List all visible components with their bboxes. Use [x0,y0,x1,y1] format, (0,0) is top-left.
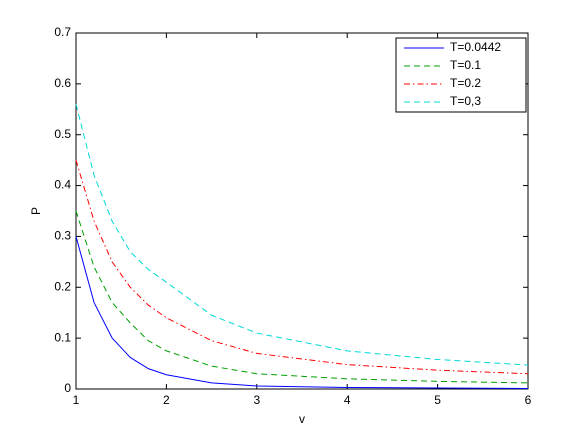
legend-label: T=0.1 [450,58,481,72]
x-tick-label: 6 [525,393,532,407]
y-tick-label: 0.1 [54,330,71,344]
legend-label: T=0,3 [450,94,481,108]
y-tick-label: 0.6 [54,76,71,90]
y-tick-label: 0.4 [54,178,71,192]
legend-label: T=0.2 [450,76,481,90]
line-series [75,104,529,366]
y-tick-label: 0.2 [54,279,71,293]
legend-box [395,37,527,113]
line-series [75,210,529,384]
x-tick-label: 2 [163,393,170,407]
x-tick-label: 5 [434,393,441,407]
line-series [75,236,529,389]
y-tick-label: 0.3 [54,229,71,243]
x-tick-label: 4 [344,393,351,407]
line-series [75,160,529,375]
x-tick-label: 3 [253,393,260,407]
y-tick-label: 0.5 [54,127,71,141]
x-axis-label: v [299,412,305,426]
y-tick-label: 0 [64,381,71,395]
y-tick-label: 0.7 [54,25,71,39]
legend-label: T=0.0442 [450,40,501,54]
y-axis-label: P [29,207,43,215]
x-tick-label: 1 [73,393,80,407]
